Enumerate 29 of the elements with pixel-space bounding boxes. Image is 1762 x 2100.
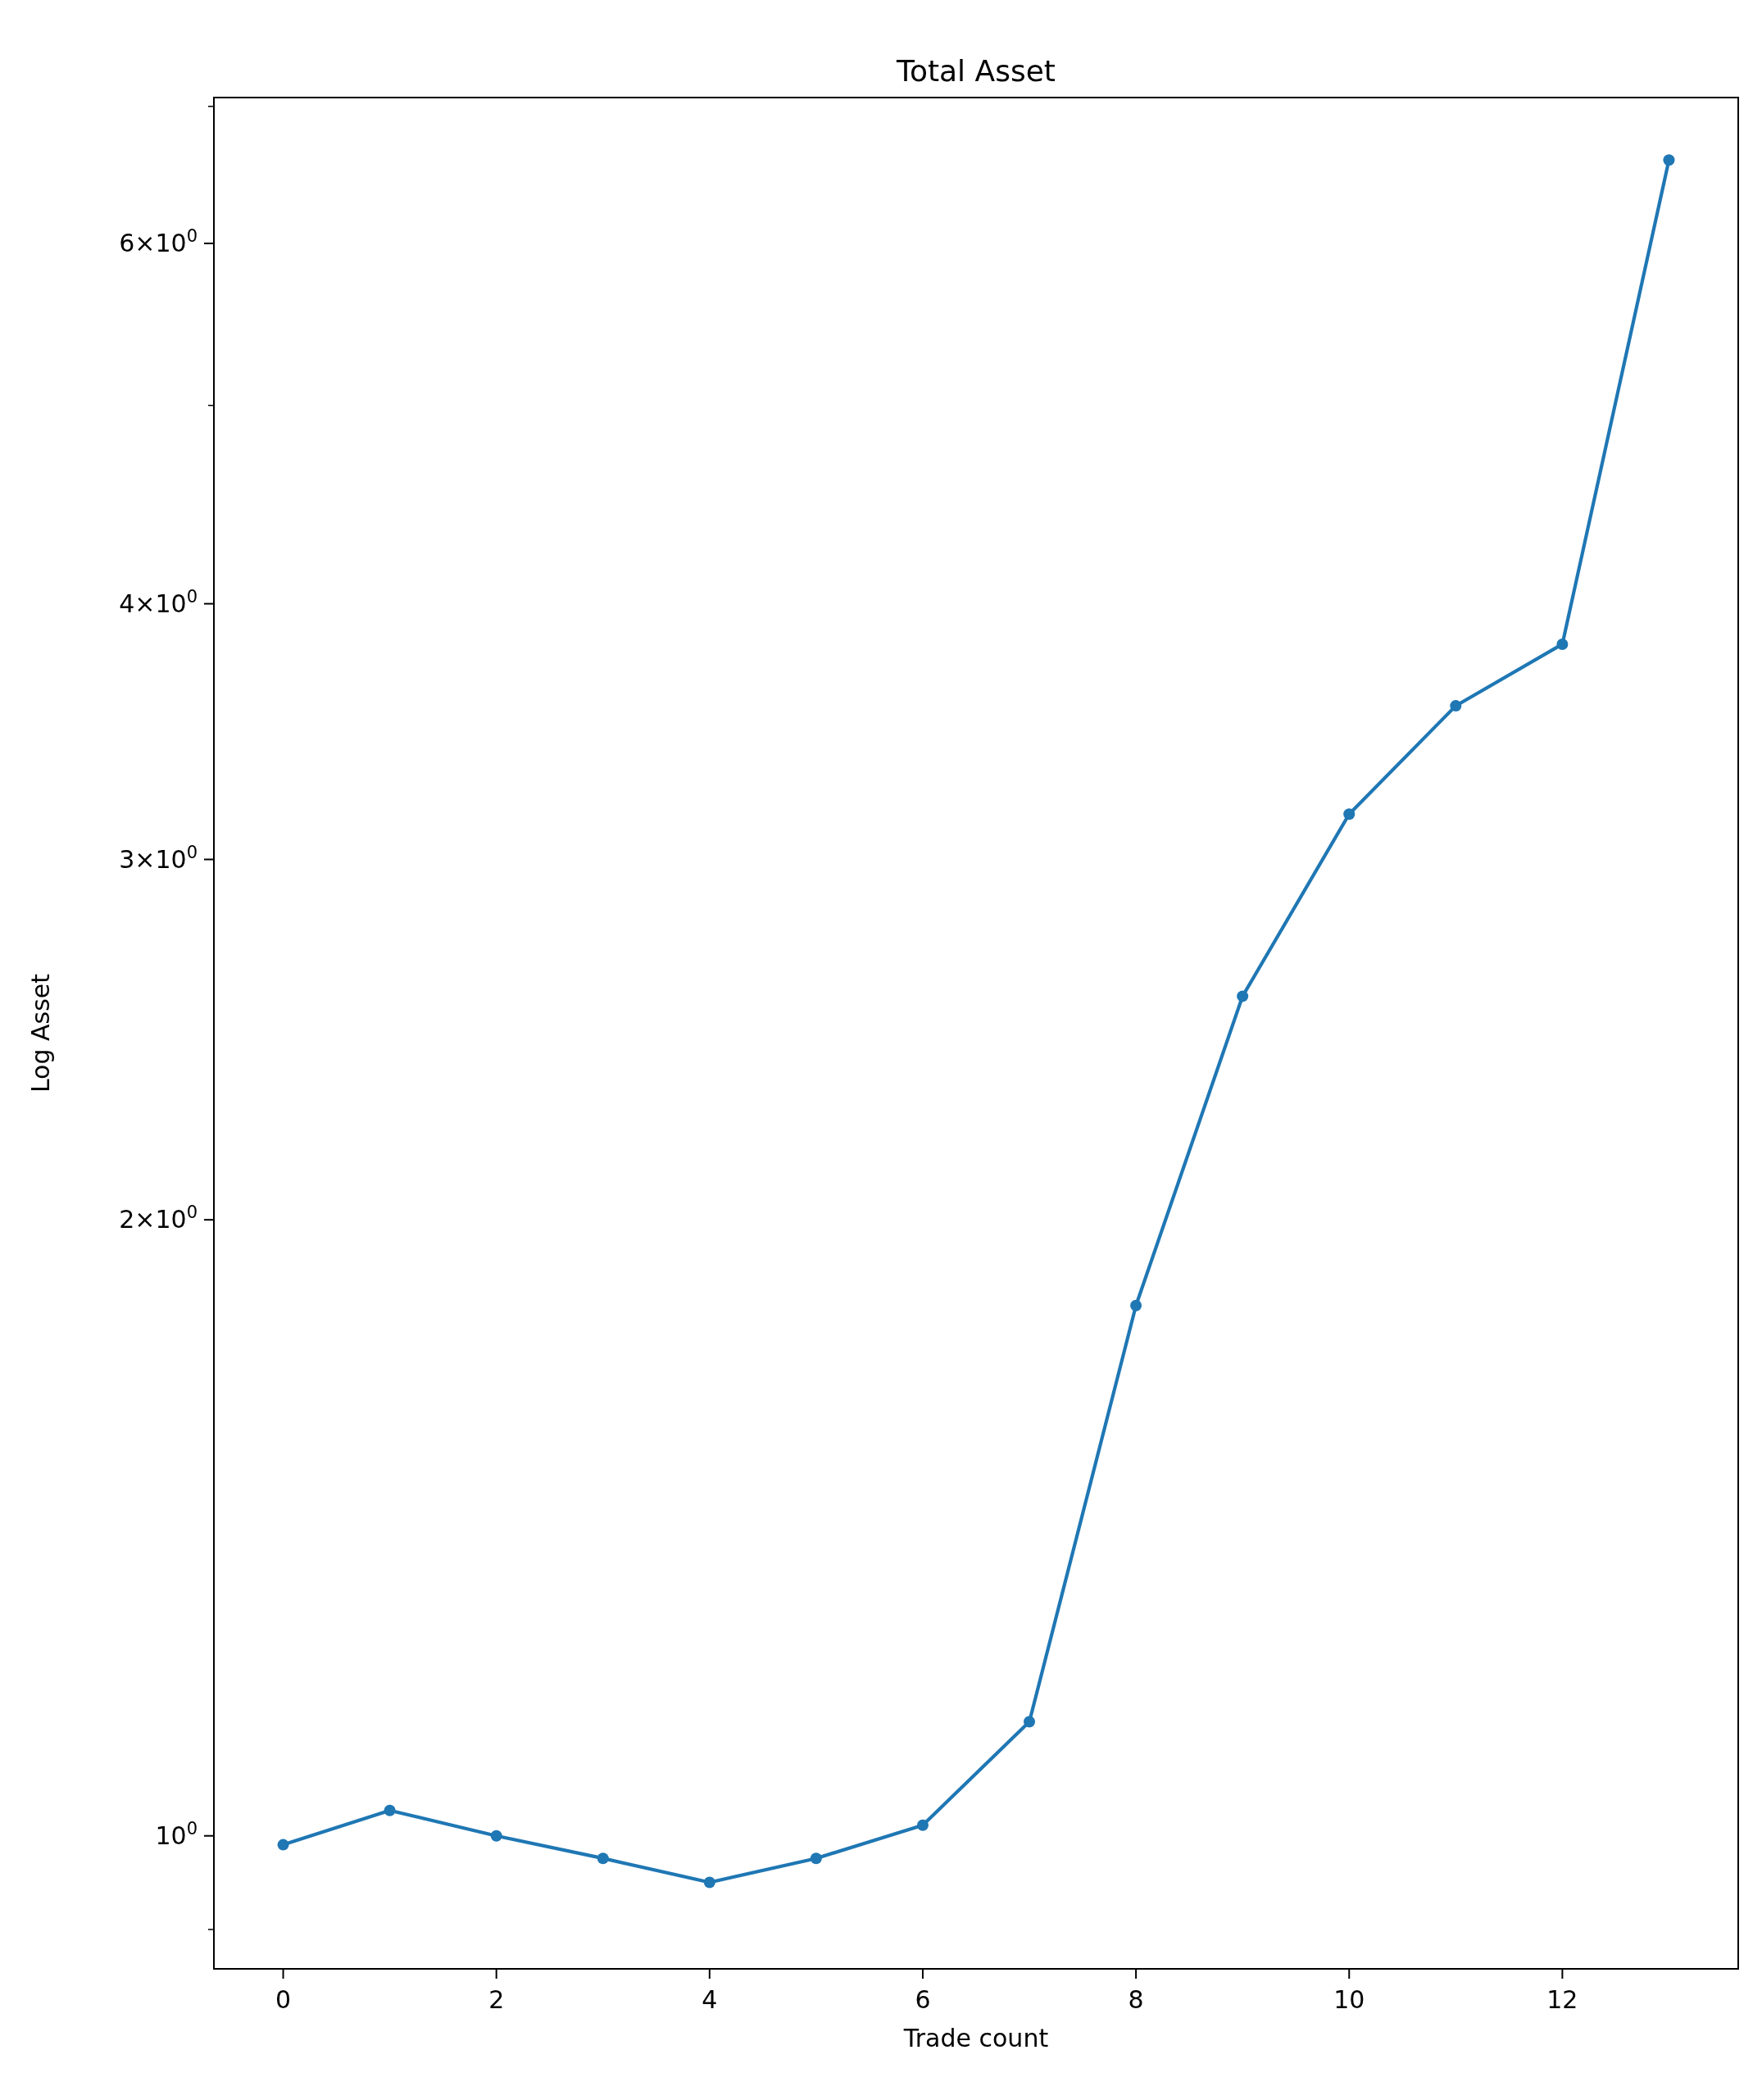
point <box>1450 700 1462 712</box>
point <box>490 1830 502 1842</box>
point <box>1663 154 1675 166</box>
x-tick-label: 2 <box>488 1985 505 2014</box>
x-tick-label: 0 <box>275 1985 292 2014</box>
point <box>1024 1716 1036 1728</box>
point <box>1130 1299 1142 1311</box>
y-tick-label: 6×10$^{0}$ <box>119 225 198 257</box>
point <box>597 1852 609 1865</box>
x-tick-label: 8 <box>1128 1985 1144 2014</box>
y-tick-label: 10$^{0}$ <box>155 1818 198 1850</box>
chart-title: Total Asset <box>896 54 1056 88</box>
point <box>1556 638 1569 650</box>
x-tick-label: 4 <box>702 1985 718 2014</box>
y-tick-label: 2×10$^{0}$ <box>119 1202 198 1234</box>
point <box>1343 808 1356 820</box>
point <box>810 1852 822 1865</box>
y-tick-label: 4×10$^{0}$ <box>119 586 198 618</box>
x-tick-label: 12 <box>1546 1985 1578 2014</box>
point <box>277 1839 289 1851</box>
y-axis-title: Log Asset <box>26 973 55 1093</box>
point <box>1237 990 1249 1002</box>
point <box>916 1819 929 1831</box>
point <box>703 1876 715 1889</box>
x-tick-label: 10 <box>1333 1985 1365 2014</box>
point <box>384 1804 396 1816</box>
y-tick-label: 3×10$^{0}$ <box>119 842 198 874</box>
x-axis-title: Trade count <box>902 2024 1049 2052</box>
x-tick-label: 6 <box>915 1985 931 2014</box>
